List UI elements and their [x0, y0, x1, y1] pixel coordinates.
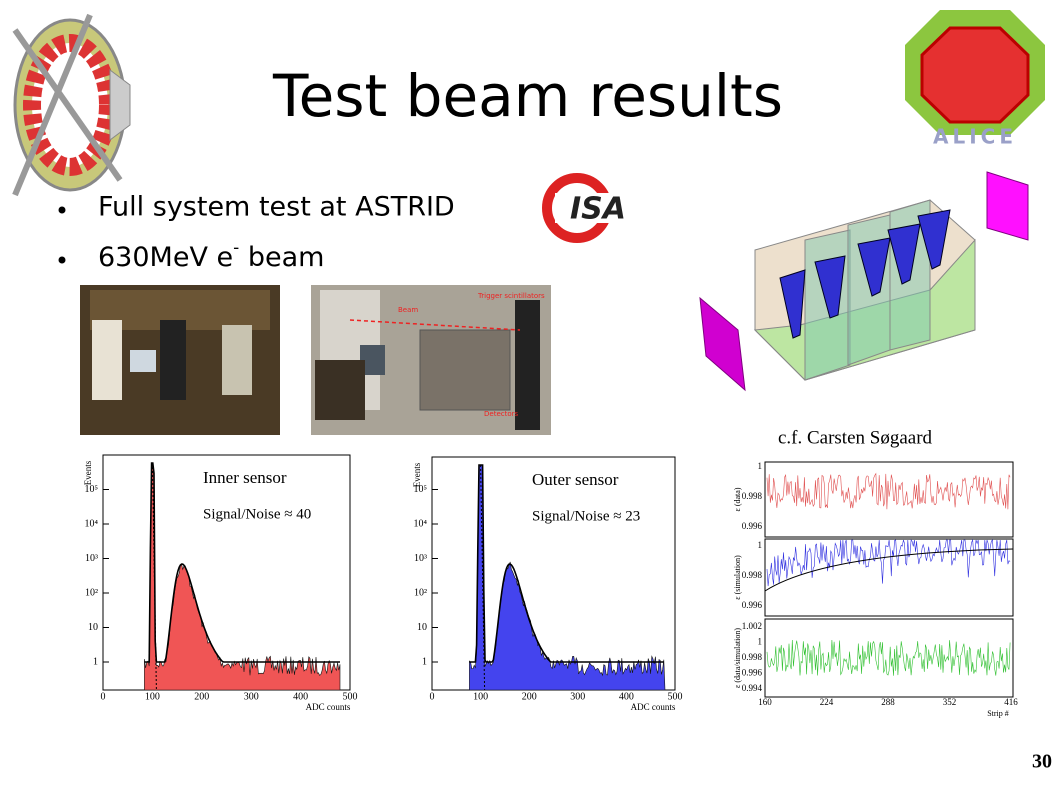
x-tick-label: 100	[145, 691, 160, 702]
photo-label: Beam	[398, 306, 418, 314]
bullet-after: beam	[239, 242, 324, 273]
y-tick-label: 1	[93, 656, 98, 667]
fit-curve	[144, 462, 340, 663]
y-axis-label: ε (data/simulation)	[733, 628, 742, 688]
bullet-sup: -	[233, 238, 239, 258]
slide-title: Test beam results	[272, 62, 783, 130]
y-tick-label: 0.996	[742, 668, 763, 678]
efficiency-trace	[766, 472, 1011, 510]
plot-label: Outer sensor	[532, 470, 619, 489]
x-axis-label: Strip #	[987, 709, 1009, 718]
y-tick-label: 10⁵	[414, 484, 428, 495]
x-tick-label: 160	[758, 697, 772, 707]
pedestal-fit	[151, 462, 157, 691]
panel-frame	[764, 461, 1014, 538]
efficiency-trace	[766, 639, 1011, 676]
plot-label: Inner sensor	[203, 468, 287, 487]
x-tick-label: 400	[619, 691, 634, 702]
plot-snr: Signal/Noise ≈ 23	[532, 508, 640, 524]
photo-label: Trigger scintillators	[477, 292, 545, 300]
credit: c.f. Carsten Søgaard	[778, 427, 933, 448]
y-tick-label: 0.998	[742, 491, 763, 501]
x-tick-label: 352	[943, 697, 957, 707]
panel-frame	[764, 538, 1014, 617]
y-tick-label: 1	[758, 540, 763, 550]
y-tick-label: 10	[88, 622, 98, 633]
x-tick-label: 0	[101, 691, 106, 702]
x-tick-label: 500	[668, 691, 683, 702]
photo-label: Detectors	[484, 410, 519, 418]
x-tick-label: 300	[570, 691, 585, 702]
y-tick-label: 0.996	[742, 521, 763, 531]
y-axis-label: Events	[412, 462, 422, 487]
x-tick-label: 100	[473, 691, 488, 702]
bullet-dot	[58, 256, 66, 264]
y-tick-label: 1	[422, 656, 427, 667]
y-tick-label: 1	[758, 461, 763, 471]
x-tick-label: 0	[430, 691, 435, 702]
y-tick-label: 0.998	[742, 652, 763, 662]
x-tick-label: 288	[881, 697, 895, 707]
alice-text: ALICE	[933, 125, 1017, 149]
y-tick-label: 10	[417, 622, 427, 633]
y-tick-label: 10²	[85, 587, 98, 598]
bullet-text: 630MeV e	[98, 242, 233, 273]
x-axis-label: ADC counts	[306, 702, 351, 712]
y-axis-label: Events	[83, 460, 93, 485]
y-tick-label: 1	[758, 637, 763, 647]
detector-sketch	[699, 171, 1029, 392]
photo-setup: Beam Trigger scintillators Detectors	[311, 285, 551, 435]
y-tick-label: 10³	[414, 553, 427, 564]
bullet: Full system test at ASTRID	[98, 192, 455, 223]
x-tick-label: 500	[343, 691, 358, 702]
x-tick-label: 200	[522, 691, 537, 702]
panel-frame	[764, 618, 1014, 698]
isa-text: ISA	[570, 192, 626, 227]
y-axis-label: ε (data)	[733, 487, 742, 511]
y-tick-label: 10³	[85, 553, 98, 564]
sim-fit	[764, 548, 1014, 592]
y-tick-label: 10²	[414, 587, 427, 598]
page-number: 30	[1032, 751, 1052, 773]
y-tick-label: 10⁵	[85, 484, 99, 495]
histogram	[469, 464, 666, 691]
y-tick-label: 10⁴	[414, 518, 428, 529]
y-tick-label: 1.002	[742, 621, 762, 631]
photo-group	[80, 285, 280, 435]
y-tick-label: 0.994	[742, 683, 763, 693]
y-tick-label: 0.998	[742, 570, 763, 580]
x-tick-label: 200	[194, 691, 209, 702]
y-tick-label: 10⁴	[85, 518, 99, 529]
x-tick-label: 416	[1004, 697, 1018, 707]
y-tick-label: 0.996	[742, 600, 763, 610]
bullet-dot	[58, 206, 66, 214]
alice-logo: ALICE	[905, 10, 1045, 149]
x-tick-label: 224	[820, 697, 834, 707]
x-axis-label: ADC counts	[631, 702, 676, 712]
pedestal-fit	[480, 464, 486, 691]
efficiency-trace	[766, 538, 1011, 587]
isa-logo: ISA	[542, 173, 640, 243]
plot-frame	[102, 454, 351, 691]
fmd-logo	[12, 13, 131, 197]
histogram	[144, 462, 341, 691]
plot-frame	[431, 456, 676, 691]
x-tick-label: 300	[244, 691, 259, 702]
fit-curve	[469, 464, 664, 663]
bullet: 630MeV e- beam	[98, 238, 324, 273]
y-axis-label: ε (simulation)	[733, 555, 742, 600]
x-tick-label: 400	[293, 691, 308, 702]
plot-snr: Signal/Noise ≈ 40	[203, 506, 311, 522]
